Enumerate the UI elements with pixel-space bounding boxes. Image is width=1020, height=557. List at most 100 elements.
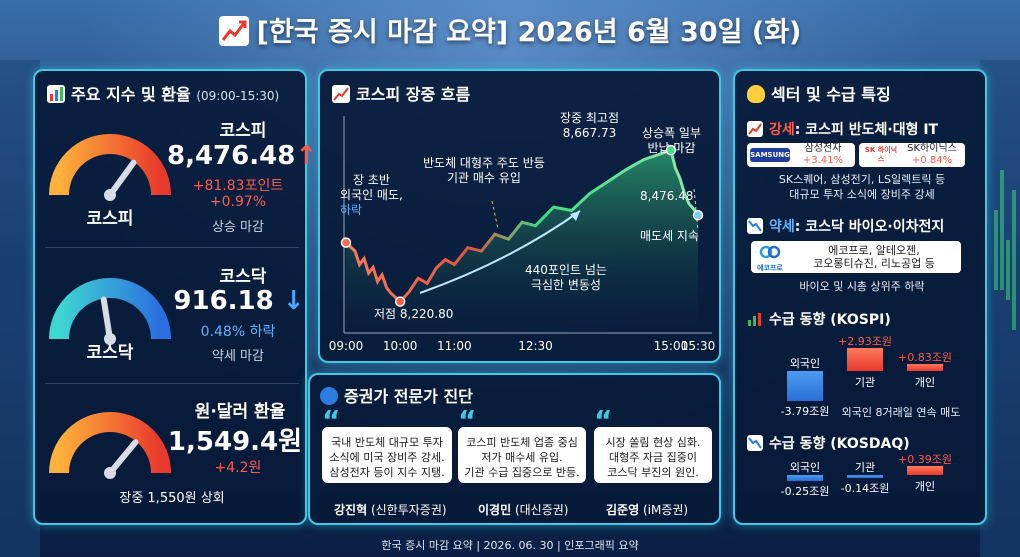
light-bulb-icon xyxy=(747,85,765,103)
samsung-name: 삼성전자 xyxy=(804,143,842,154)
kospi-gauge-label: 코스피 xyxy=(86,209,134,229)
skhynix-name: SK하이닉스 xyxy=(907,143,957,154)
samsung-logo: SAMSUNG xyxy=(750,148,790,162)
kospi-gauge xyxy=(49,134,171,201)
sector-flow-panel-title-text: 섹터 및 수급 특징 xyxy=(771,85,891,104)
strong-text: : 코스피 반도체·대형 IT xyxy=(794,122,939,138)
fx-note: 장중 1,550원 상회 xyxy=(119,491,225,506)
samsung-card: SAMSUNG 삼성전자 +3.41% xyxy=(747,143,855,167)
kospi-name: 코스피 xyxy=(219,121,267,141)
x-tick-label: 15:30 xyxy=(681,339,716,353)
fx-name: 원·달러 환율 xyxy=(194,402,286,422)
kospi-value-number: 8,476.48 xyxy=(167,141,296,171)
annot-giveback-line2: 반납 마감 xyxy=(647,141,696,155)
weak-card: 에코프로 에코프로, 알테오젠, 코오롱티슈진, 리노공업 등 xyxy=(751,241,961,273)
divider xyxy=(45,383,299,384)
intraday-chart-title-text: 코스피 장중 흐름 xyxy=(356,85,471,104)
expert-2-firm: (대신증권) xyxy=(514,503,569,517)
flow-bar-1 xyxy=(847,475,883,479)
expert-quote-2-line2: 저가 매수세 유입. xyxy=(481,451,563,464)
background-bars xyxy=(994,150,1016,360)
weak-note: 바이오 및 시총 상위주 하락 xyxy=(799,280,925,293)
expert-quote-3-line2: 대형주 자금 집중이 xyxy=(609,451,697,464)
expert-quote-1: 국내 반도체 대규모 투자 소식에 미국 장비주 강세. 삼성전자 등이 지수 … xyxy=(322,427,452,483)
flow-value-0: -0.25조원 xyxy=(780,484,830,498)
time-range: (09:00-15:30) xyxy=(196,89,280,103)
weak-label: 약세 xyxy=(769,219,795,235)
annot-high: 장중 최고점 8,667.73 xyxy=(560,111,619,141)
high-point xyxy=(665,144,677,156)
expert-panel-title: 증권가 전문가 진단 xyxy=(320,383,473,407)
footer: 한국 증시 마감 요약 | 2026. 06. 30 | 인포그래픽 요약 xyxy=(381,539,639,552)
kosdaq-flow-chart: -0.25조원 외국인 -0.14조원 기관 +0.39조원 개인 xyxy=(735,453,989,523)
samsung-change: +3.41% xyxy=(802,155,844,166)
kosdaq-flow-title: 수급 동향 (KOSDAQ) xyxy=(769,436,910,452)
annot-volatility-line2: 극심한 변동성 xyxy=(530,278,601,292)
kosdaq-flow-head: 수급 동향 (KOSDAQ) xyxy=(747,433,910,453)
chart-increasing-icon xyxy=(332,85,350,103)
kosdaq-change-pct: 0.48% 하락 xyxy=(200,324,276,340)
expert-3-firm: (iM증권) xyxy=(642,503,689,517)
kosdaq-gauge xyxy=(49,278,171,345)
kosdaq-name: 코스닥 xyxy=(219,267,267,287)
flow-investor-0: 외국인 xyxy=(789,461,821,474)
flow-investor-0: 외국인 xyxy=(789,357,821,370)
expert-1: 강진혁 (신한투자증권) xyxy=(334,501,447,518)
flow-value-0: -3.79조원 xyxy=(780,405,830,419)
annot-high-line2: 8,667.73 xyxy=(562,126,617,140)
kospi-flow-head: 수급 동향 (KOSPI) xyxy=(747,309,891,329)
expert-quote-1-line3: 삼성전자 등이 지수 지탱. xyxy=(329,466,445,479)
annot-start: 장 초반 외국인 매도, 하락 xyxy=(340,173,403,218)
fx-value: 1,549.4원 xyxy=(167,427,303,457)
strong-note: SK스퀘어, 삼성전기, LS일렉트릭 등 대규모 투자 소식에 장비주 강세 xyxy=(741,172,983,202)
flow-value-1: -0.14조원 xyxy=(840,482,890,496)
annot-semis-line1: 반도체 대형주 주도 반등 xyxy=(423,156,545,170)
flow-investor-1: 기관 xyxy=(854,461,876,474)
low-point xyxy=(394,296,406,307)
strong-note-line2: 대규모 투자 소식에 장비주 강세 xyxy=(789,188,935,201)
bar-chart-icon xyxy=(47,85,65,103)
expert-quote-3: 시장 쏠림 현상 심화. 대형주 자금 집중이 코스닥 부진의 원인. xyxy=(594,427,712,483)
annot-semis-line2: 기관 매수 유입 xyxy=(446,171,521,185)
annot-start-line1: 장 초반 xyxy=(352,173,390,187)
expert-2: 이경민 (대신증권) xyxy=(478,501,568,518)
sector-flow-panel-title: 섹터 및 수급 특징 xyxy=(747,81,891,105)
start-point xyxy=(340,237,352,248)
expert-quote-1-line1: 국내 반도체 대규모 투자 xyxy=(331,436,443,449)
flow-bar-0 xyxy=(787,475,823,481)
intraday-chart-title: 코스피 장중 흐름 xyxy=(332,81,470,105)
kosdaq-value-number: 916.18 xyxy=(173,286,274,316)
weak-card-line1: 에코프로, 알테오젠, xyxy=(828,244,920,257)
kospi-change-pct: +0.97% xyxy=(209,194,267,210)
trend-up-icon xyxy=(747,121,763,137)
page-title: [한국 증시 마감 요약] 2026년 6월 30일 (화) xyxy=(0,10,1020,49)
sector-flow-panel: 섹터 및 수급 특징 강세: 코스피 반도체·대형 IT SAMSUNG 삼성전… xyxy=(733,69,987,525)
bar-chart-icon xyxy=(747,311,763,327)
skhynix-change: +0.84% xyxy=(911,155,953,166)
trend-down-icon xyxy=(747,218,763,234)
flow-investor-2: 개인 xyxy=(914,376,936,389)
flow-investor-2: 개인 xyxy=(914,480,936,493)
expert-quote-2-line3: 기관 수급 집중으로 반등. xyxy=(464,466,580,479)
annot-giveback-line1: 상승폭 일부 xyxy=(642,126,702,140)
weak-sector-head: 약세: 코스닥 바이오·이차전지 xyxy=(747,216,944,236)
index-fx-panel: 주요 지수 및 환율 (09:00-15:30) 코스피 코스피 8,476.4… xyxy=(33,69,317,525)
close-point xyxy=(692,209,704,221)
index-fx-panel-title: 주요 지수 및 환율 (09:00-15:30) xyxy=(47,81,279,105)
annot-start-emph: 하락 xyxy=(340,203,363,217)
annot-giveback: 상승폭 일부 반납 마감 xyxy=(642,126,701,156)
expert-panel-title-text: 증권가 전문가 진단 xyxy=(344,387,473,406)
annot-volatility-line1: 440포인트 넘는 xyxy=(525,263,607,277)
weak-text: : 코스닥 바이오·이차전지 xyxy=(794,219,945,235)
arrow-down-icon: ↓ xyxy=(282,286,305,316)
weak-card-line2: 코오롱티슈진, 리노공업 등 xyxy=(813,257,935,270)
kosdaq-gauge-label: 코스닥 xyxy=(86,343,134,363)
ecopro-logo-text: 에코프로 xyxy=(757,264,783,272)
kospi-change-points: +81.83포인트 xyxy=(192,178,284,194)
annot-close: 8,476.48 xyxy=(640,189,694,203)
chart-increasing-icon xyxy=(218,16,249,46)
kosdaq-status: 약세 마감 xyxy=(212,349,264,364)
skhynix-logo: SK 하이닉스 xyxy=(862,146,900,164)
expert-panel: 증권가 전문가 진단 “ 국내 반도체 대규모 투자 소식에 미국 장비주 강세… xyxy=(308,373,721,525)
flow-bar-2 xyxy=(907,466,943,475)
